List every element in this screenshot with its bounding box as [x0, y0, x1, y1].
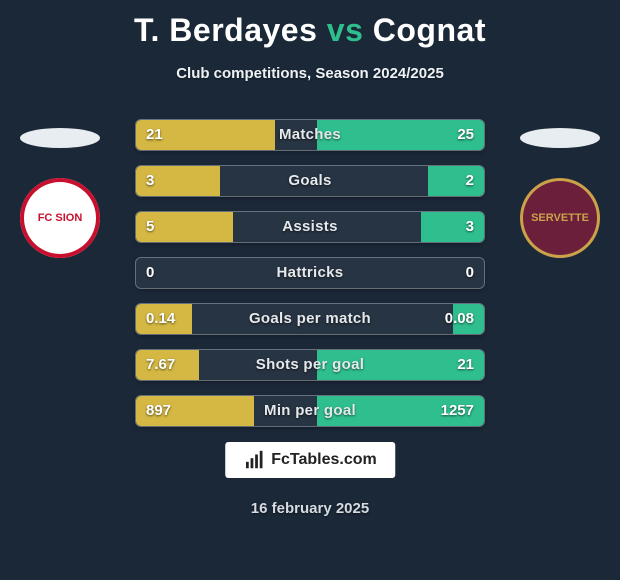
stat-row: Shots per goal7.67 21: [136, 350, 484, 380]
stat-value-right: 25: [457, 120, 474, 150]
team-logo-right: SERVETTE: [520, 178, 600, 258]
stat-value-right: 1257: [441, 396, 474, 426]
chart-icon: [243, 449, 265, 471]
stat-label: Matches: [136, 120, 484, 150]
date-label: 16 february 2025: [0, 500, 620, 517]
stat-value-left: 0: [146, 258, 154, 288]
team-logo-left: FC SION: [20, 178, 100, 258]
branding-text: FcTables.com: [271, 451, 377, 469]
stat-label: Min per goal: [136, 396, 484, 426]
stat-label: Hattricks: [136, 258, 484, 288]
stat-row: Hattricks0 0: [136, 258, 484, 288]
stat-label: Shots per goal: [136, 350, 484, 380]
stat-value-left: 21: [146, 120, 163, 150]
branding-badge: FcTables.com: [225, 442, 395, 478]
stat-value-left: 5: [146, 212, 154, 242]
stat-row: Min per goal897 1257: [136, 396, 484, 426]
stat-row: Matches21 25: [136, 120, 484, 150]
stat-value-left: 7.67: [146, 350, 175, 380]
stat-value-right: 3: [466, 212, 474, 242]
stat-row: Goals per match0.14 0.08: [136, 304, 484, 334]
ellipse-right: [520, 128, 600, 148]
stat-label: Goals per match: [136, 304, 484, 334]
player1-name: T. Berdayes: [134, 12, 317, 48]
stat-row: Goals3 2: [136, 166, 484, 196]
stat-value-left: 3: [146, 166, 154, 196]
stats-container: Matches2125Goals32Assists53Hattricks00Go…: [136, 120, 484, 442]
stat-value-right: 21: [457, 350, 474, 380]
comparison-title: T. Berdayes vs Cognat: [0, 0, 620, 49]
player2-name: Cognat: [373, 12, 486, 48]
vs-label: vs: [327, 12, 364, 48]
stat-label: Goals: [136, 166, 484, 196]
subtitle: Club competitions, Season 2024/2025: [0, 65, 620, 82]
stat-label: Assists: [136, 212, 484, 242]
stat-value-left: 0.14: [146, 304, 175, 334]
stat-value-right: 0: [466, 258, 474, 288]
stat-value-right: 2: [466, 166, 474, 196]
stat-value-right: 0.08: [445, 304, 474, 334]
stat-row: Assists5 3: [136, 212, 484, 242]
stat-value-left: 897: [146, 396, 171, 426]
ellipse-left: [20, 128, 100, 148]
